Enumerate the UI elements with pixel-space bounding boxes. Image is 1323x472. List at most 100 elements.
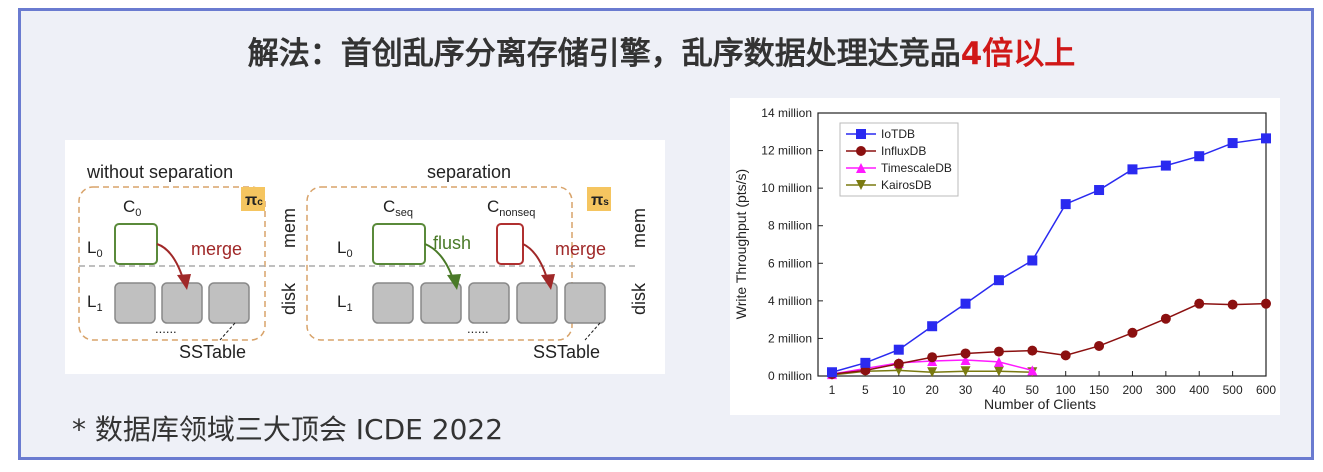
data-point	[827, 367, 837, 378]
y-tick-label: 0 million	[768, 369, 812, 383]
data-point	[927, 352, 938, 363]
data-point	[960, 298, 971, 309]
write-throughput-chart: 0 million 2 million 4 million 6 million 8 mi…	[730, 98, 1280, 415]
x-tick-label: 300	[1156, 383, 1176, 397]
sstable-label-left: SSTable	[179, 342, 246, 362]
data-point	[893, 358, 904, 369]
cseq-label: Cseq	[383, 197, 413, 219]
x-tick-label: 10	[892, 383, 906, 397]
svg-text:πc: πc	[245, 192, 263, 209]
data-point	[1027, 365, 1038, 376]
data-point	[1194, 151, 1205, 162]
data-point	[1227, 138, 1238, 149]
data-point	[993, 366, 1004, 377]
data-point	[960, 366, 971, 377]
legend-marker	[856, 180, 866, 190]
x-tick-label: 400	[1189, 383, 1209, 397]
data-point	[1160, 313, 1171, 324]
series-influxdb	[827, 298, 1271, 380]
y-tick-label: 14 million	[761, 106, 812, 120]
x-tick-label: 100	[1056, 383, 1076, 397]
legend-label: KairosDB	[881, 178, 932, 192]
mem-label-right: mem	[629, 208, 649, 248]
dots-right: ......	[467, 321, 489, 336]
right-container	[306, 186, 573, 341]
x-tick-label: 5	[862, 383, 869, 397]
x-tick-label: 40	[992, 383, 1006, 397]
series-iotdb	[827, 133, 1271, 378]
data-point	[1094, 185, 1105, 196]
sstable-label-right: SSTable	[533, 342, 600, 362]
data-point	[1261, 133, 1271, 144]
legend: IoTDB InfluxDB TimescaleDB KairosDB	[839, 122, 959, 197]
x-tick-label: 50	[1026, 383, 1040, 397]
legend-label: IoTDB	[881, 127, 915, 141]
data-point	[927, 367, 938, 378]
svg-text:πs: πs	[591, 192, 609, 209]
legend-marker	[856, 163, 866, 173]
c0-memtable	[114, 223, 158, 265]
cseq-memtable	[372, 223, 426, 265]
data-point	[927, 321, 938, 332]
badge-pi-s	[587, 187, 611, 211]
right-heading: separation	[427, 162, 511, 182]
plot-frame	[817, 112, 1267, 377]
x-tick-label: 600	[1256, 383, 1276, 397]
x-tick-label: 20	[925, 383, 939, 397]
data-point	[1127, 164, 1138, 175]
y-tick-label: 8 million	[768, 219, 812, 233]
data-point	[860, 365, 871, 376]
left-heading: without separation	[86, 162, 233, 182]
merge-label-left: merge	[191, 239, 242, 259]
x-tick-label: 500	[1223, 383, 1243, 397]
data-point	[960, 355, 971, 366]
badge-pi-c	[241, 187, 265, 211]
disk-label-left: disk	[279, 282, 299, 315]
series-line	[831, 137, 1267, 373]
disk-label-right: disk	[629, 282, 649, 315]
y-tick-label: 2 million	[768, 331, 812, 345]
data-point	[1027, 255, 1038, 266]
y-tick-label: 6 million	[768, 256, 812, 270]
left-container	[78, 186, 266, 341]
data-point	[993, 346, 1004, 357]
right-l1-label: L1	[337, 292, 353, 314]
x-tick-label: 200	[1122, 383, 1142, 397]
c0-label: C0	[123, 197, 141, 219]
data-point	[1094, 340, 1105, 351]
y-tick-label: 4 million	[768, 294, 812, 308]
title-text: 解法：首创乱序分离存储引擎，乱序数据处理达竞品	[247, 36, 961, 72]
data-point	[993, 275, 1004, 286]
y-tick-label: 10 million	[761, 181, 812, 195]
left-l1-label: L1	[87, 292, 103, 314]
left-l0-label: L0	[87, 238, 103, 260]
data-point	[1261, 298, 1271, 309]
data-point	[960, 348, 971, 359]
legend-label: InfluxDB	[881, 144, 926, 158]
chart-svg: 0 million 2 million 4 million 6 million 8 mi…	[733, 106, 1276, 412]
cnonseq-label: Cnonseq	[487, 197, 535, 219]
data-point	[860, 357, 871, 368]
dots-left: ......	[155, 321, 177, 336]
cnonseq-memtable	[496, 223, 524, 265]
flush-label: flush	[433, 233, 471, 253]
data-point	[1227, 299, 1238, 310]
data-point	[1127, 327, 1138, 338]
sstables	[114, 282, 606, 324]
data-point	[993, 356, 1004, 367]
x-tick-label: 1	[829, 383, 836, 397]
series-kairosdb	[827, 365, 1038, 381]
mem-label-left: mem	[279, 208, 299, 248]
data-point	[1160, 160, 1171, 171]
footnote: * 数据库领域三大顶会 ICDE 2022	[72, 413, 504, 446]
x-tick-label: 150	[1089, 383, 1109, 397]
data-point	[893, 344, 904, 355]
data-point	[1027, 345, 1038, 356]
data-point	[1060, 199, 1071, 210]
data-point	[1194, 298, 1205, 309]
slide-title: 解法：首创乱序分离存储引擎，乱序数据处理达竞品4倍以上	[0, 28, 1323, 73]
right-l0-label: L0	[337, 238, 353, 260]
lsm-separation-diagram: without separation separation πc πs C0 L…	[65, 140, 665, 374]
legend-marker	[856, 146, 866, 156]
y-tick-label: 12 million	[761, 144, 812, 158]
